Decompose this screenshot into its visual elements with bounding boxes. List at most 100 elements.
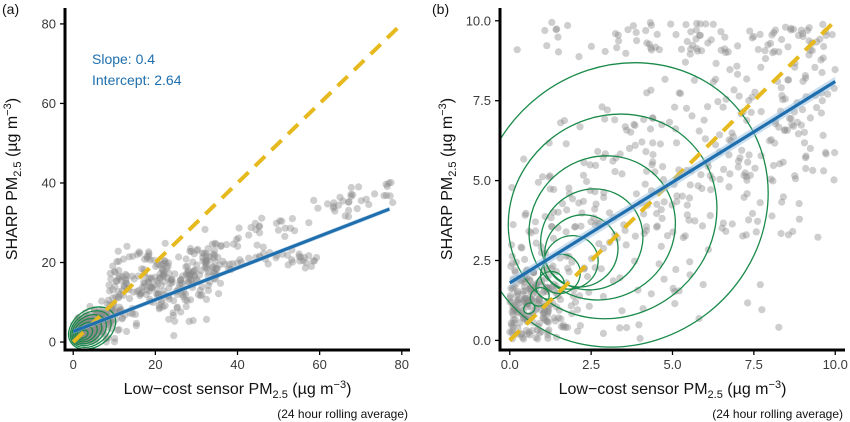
- data-point: [535, 295, 543, 304]
- data-point: [557, 315, 565, 323]
- data-point: [169, 311, 177, 319]
- data-point: [187, 276, 195, 284]
- data-point: [706, 212, 714, 220]
- data-point: [709, 78, 718, 86]
- data-point: [524, 330, 532, 338]
- data-point: [362, 195, 370, 203]
- data-point: [142, 290, 150, 298]
- data-point: [794, 31, 803, 40]
- data-point: [115, 326, 123, 334]
- data-point: [631, 232, 640, 240]
- data-point: [148, 283, 156, 292]
- data-point: [653, 200, 661, 208]
- data-point: [787, 115, 795, 123]
- data-point: [775, 48, 783, 56]
- data-point: [182, 290, 190, 298]
- data-point: [136, 292, 144, 300]
- data-point: [245, 231, 253, 239]
- data-point: [657, 206, 665, 214]
- data-point: [534, 335, 542, 343]
- data-point: [307, 262, 315, 270]
- data-point: [281, 224, 289, 232]
- data-point: [147, 283, 155, 291]
- data-point: [799, 77, 807, 85]
- data-point: [151, 273, 159, 281]
- data-point: [693, 45, 701, 53]
- y-axis-title: SHARP PM2.5 (µg m−3): [2, 98, 24, 260]
- data-point: [633, 37, 641, 45]
- data-point: [734, 157, 743, 165]
- data-point: [716, 175, 724, 183]
- data-point: [719, 219, 728, 227]
- data-point: [187, 270, 195, 278]
- data-point: [164, 262, 172, 270]
- data-point: [750, 32, 758, 41]
- data-point: [123, 272, 131, 280]
- data-point: [144, 278, 153, 286]
- data-point: [177, 276, 185, 284]
- y-tick-label: 2.5: [473, 253, 491, 268]
- data-point: [543, 42, 551, 50]
- data-point: [229, 260, 237, 268]
- data-point: [634, 286, 642, 294]
- data-point: [819, 20, 827, 28]
- data-point: [673, 198, 681, 206]
- data-point: [756, 199, 764, 207]
- data-point: [671, 103, 679, 111]
- data-point: [213, 264, 221, 272]
- data-point: [209, 250, 217, 258]
- data-point: [660, 198, 668, 206]
- data-point: [531, 227, 540, 235]
- data-point: [122, 276, 130, 285]
- data-point: [177, 275, 185, 284]
- data-point: [771, 26, 780, 34]
- data-point: [751, 164, 759, 172]
- data-point: [156, 270, 164, 278]
- data-point: [518, 334, 527, 342]
- data-point: [168, 275, 176, 283]
- data-point: [161, 239, 169, 247]
- data-point: [806, 144, 815, 152]
- data-point: [740, 193, 748, 201]
- data-point: [781, 126, 789, 134]
- data-point: [563, 206, 571, 214]
- data-point: [283, 251, 292, 259]
- data-point: [234, 242, 242, 250]
- data-point: [791, 175, 800, 183]
- data-point: [754, 45, 762, 54]
- data-point: [745, 216, 753, 224]
- data-point: [198, 291, 206, 299]
- data-point: [305, 219, 313, 227]
- data-point: [193, 246, 201, 255]
- data-point: [143, 286, 151, 294]
- data-point: [349, 191, 357, 199]
- data-point: [146, 287, 154, 295]
- data-point: [274, 226, 283, 234]
- data-point: [560, 117, 569, 125]
- y-tick-label: 5.0: [473, 173, 491, 188]
- data-point: [735, 92, 743, 100]
- data-point: [196, 286, 204, 294]
- data-point: [201, 258, 209, 266]
- data-point: [202, 258, 210, 266]
- data-point: [190, 272, 199, 280]
- data-point: [179, 272, 187, 280]
- data-point: [554, 314, 563, 322]
- data-point: [698, 222, 707, 230]
- data-point: [202, 250, 210, 258]
- data-point: [591, 205, 599, 213]
- data-point: [726, 170, 734, 178]
- data-point: [296, 257, 304, 265]
- data-point: [822, 150, 830, 158]
- data-point: [508, 259, 516, 267]
- data-point: [568, 258, 576, 266]
- y-axis-title: SHARP PM2.5 (µg m−3): [437, 98, 459, 260]
- data-point: [215, 290, 223, 298]
- y-tick-label: 10.0: [466, 13, 491, 28]
- data-point: [547, 214, 555, 222]
- x-axis-title-unit: (µg m: [723, 381, 769, 398]
- y-axis-title-unit: (µg m: [4, 116, 21, 162]
- data-point: [647, 290, 655, 298]
- density-contour: [67, 306, 117, 350]
- data-point: [195, 271, 204, 279]
